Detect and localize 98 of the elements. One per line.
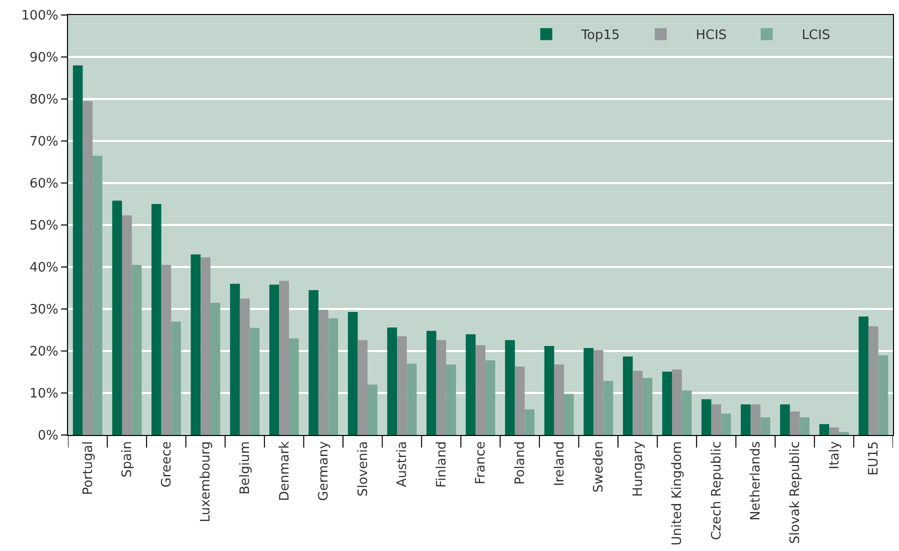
x-tick-label: Belgium (238, 441, 254, 494)
bar (750, 404, 760, 435)
x-tick-label: Germany (316, 440, 332, 501)
bar (476, 345, 486, 435)
bar (524, 409, 535, 435)
x-tick-label: Finland (434, 441, 450, 488)
x-tick-label: United Kingdom (670, 441, 686, 546)
x-tick-label: Sweden (592, 441, 607, 493)
bar (348, 312, 358, 435)
x-tick-label: Austria (395, 441, 410, 488)
y-tick-label: 20% (29, 344, 58, 360)
y-tick-label: 60% (29, 176, 58, 192)
bar (740, 404, 751, 435)
y-tick-label: 30% (29, 302, 58, 318)
bar (701, 399, 712, 435)
bar (171, 322, 181, 435)
bar (279, 280, 289, 435)
bar (868, 326, 878, 435)
bar (662, 372, 672, 435)
bar (819, 424, 830, 435)
bar (269, 284, 280, 435)
x-tick-label: Hungary (630, 440, 646, 497)
bar (593, 350, 604, 435)
bar (800, 417, 810, 435)
bar (368, 384, 378, 435)
bar (466, 334, 476, 435)
bar (436, 340, 446, 435)
bar (564, 394, 574, 435)
bar (603, 380, 614, 435)
bar (397, 336, 407, 435)
legend-label: HCIS (696, 28, 727, 44)
bar (554, 364, 564, 435)
bar (760, 417, 770, 435)
x-tick-label: Italy (827, 440, 842, 470)
y-tick-label: 0% (38, 428, 58, 444)
bar (210, 302, 220, 435)
y-tick-label: 80% (29, 92, 58, 108)
bar (780, 404, 790, 435)
bar (230, 284, 240, 435)
bar (505, 340, 515, 435)
legend-label: LCIS (802, 28, 830, 44)
bar (711, 404, 722, 435)
bar (112, 200, 122, 435)
bar (672, 369, 682, 435)
bar (406, 364, 417, 435)
x-tick-label: Spain (120, 441, 136, 478)
bar (622, 356, 633, 435)
y-tick-label: 70% (29, 134, 58, 150)
bar (161, 264, 172, 435)
bar (584, 348, 594, 435)
bar (544, 346, 554, 435)
bar (721, 414, 731, 435)
bar (632, 370, 643, 435)
bar (190, 254, 201, 435)
bar (387, 327, 398, 435)
bar (642, 378, 652, 435)
bar (446, 364, 456, 435)
y-tick-label: 10% (29, 386, 58, 402)
x-tick-label: Slovenia (356, 441, 371, 497)
bar (358, 340, 368, 435)
bar (308, 290, 318, 435)
bar (838, 432, 849, 435)
y-tick-label: 40% (29, 260, 58, 276)
bar (514, 366, 525, 435)
bar (122, 215, 132, 435)
x-tick-label: Luxembourg (198, 441, 214, 522)
bar (92, 156, 102, 435)
bar (240, 298, 250, 435)
x-tick-label: France (474, 441, 489, 484)
bar (878, 355, 888, 435)
y-tick-label: 50% (29, 218, 58, 234)
bar (72, 65, 83, 435)
x-tick-label: Denmark (277, 440, 292, 501)
bar (682, 390, 692, 435)
x-tick-label: Slovak Republic (788, 441, 804, 544)
bar (288, 338, 299, 435)
y-tick-label: 90% (29, 50, 58, 66)
x-tick-label: Ireland (552, 441, 568, 486)
bar (858, 316, 868, 435)
bar (328, 318, 338, 435)
bar (790, 411, 800, 435)
bar (829, 427, 839, 435)
bar (250, 328, 260, 435)
bar (318, 310, 328, 435)
bar (151, 204, 162, 435)
x-tick-label: Poland (513, 441, 528, 485)
bar (485, 360, 496, 435)
x-tick-label: Netherlands (748, 440, 764, 520)
y-tick-label: 100% (21, 8, 58, 24)
x-tick-label: Portugal (80, 441, 96, 496)
bar (82, 101, 93, 435)
bar (200, 257, 210, 435)
x-tick-label: EU15 (866, 441, 882, 476)
bar (132, 264, 142, 435)
x-tick-label: Czech Republic (709, 441, 724, 540)
x-tick-label: Greece (159, 441, 174, 488)
bar (426, 330, 436, 435)
legend-label: Top15 (580, 28, 620, 44)
